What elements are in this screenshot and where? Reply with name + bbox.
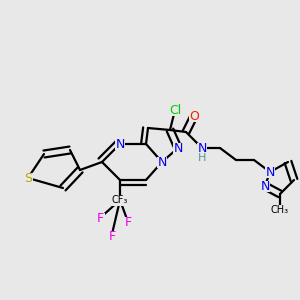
Bar (157, 157, 167, 167)
Text: N: N (157, 155, 167, 169)
Text: S: S (24, 172, 32, 184)
Text: N: N (197, 142, 207, 154)
Bar (173, 142, 183, 154)
Text: H: H (198, 153, 206, 163)
Bar (107, 230, 117, 242)
Bar (115, 139, 125, 149)
Bar (109, 194, 131, 206)
Bar (23, 172, 33, 184)
Text: F: F (96, 212, 103, 224)
Text: N: N (265, 166, 275, 178)
Bar (265, 167, 275, 178)
Text: O: O (189, 110, 199, 122)
Bar (95, 212, 105, 224)
Text: F: F (124, 215, 132, 229)
Bar (123, 217, 133, 227)
Text: CH₃: CH₃ (271, 205, 289, 215)
Text: N: N (260, 179, 270, 193)
Bar (189, 110, 199, 122)
Bar (197, 142, 207, 154)
Text: Cl: Cl (169, 103, 181, 116)
Text: N: N (173, 142, 183, 154)
Bar (269, 205, 291, 215)
Bar (167, 104, 183, 116)
Text: N: N (115, 137, 125, 151)
Bar (197, 152, 207, 164)
Text: CF₃: CF₃ (112, 195, 128, 205)
Text: F: F (108, 230, 116, 242)
Bar (260, 181, 270, 191)
